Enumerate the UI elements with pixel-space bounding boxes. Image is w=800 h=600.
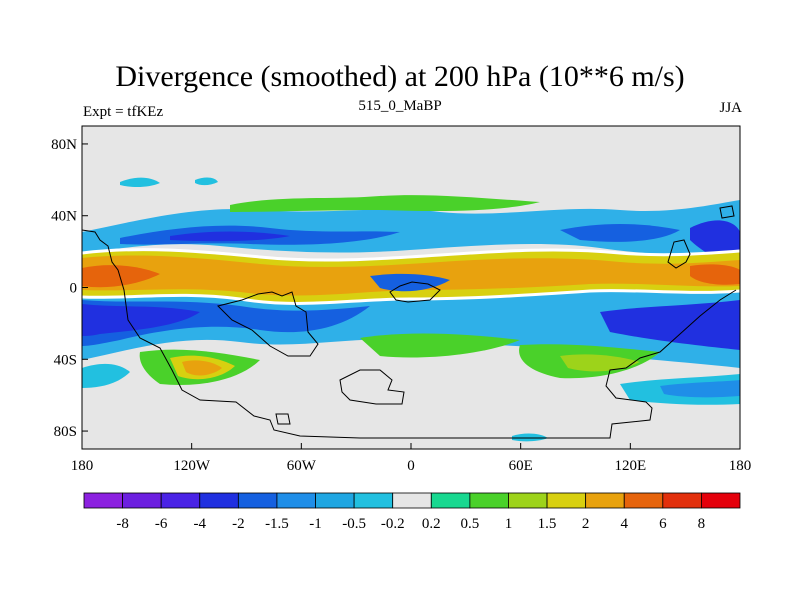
contour-gap-south xyxy=(82,289,740,305)
colorbar-swatch xyxy=(701,492,741,509)
colorbar-swatch xyxy=(199,492,239,509)
x-tick-label: 120E xyxy=(614,458,646,474)
colorbar-label: -4 xyxy=(194,516,207,532)
colorbar-swatch xyxy=(508,492,548,509)
axis-ticks: 180 120W 60W 0 60E 120E 180 80N 40N 0 40S 80S xyxy=(51,137,751,474)
colorbar-swatch xyxy=(546,492,587,509)
colorbar-label: 8 xyxy=(698,516,706,532)
contour-north-cyan-patch xyxy=(120,177,160,188)
contour-east-blue xyxy=(560,224,680,242)
land-outlines xyxy=(82,205,737,439)
x-tick-label: 180 xyxy=(71,458,94,474)
colorbar-swatch xyxy=(276,492,316,509)
x-tick-label: 180 xyxy=(729,458,752,474)
colorbar-label: 1 xyxy=(505,516,513,532)
run-label: 515_0_MaBP xyxy=(358,98,442,114)
y-tick-label: 80S xyxy=(54,424,77,440)
colorbar-swatch xyxy=(353,492,394,509)
x-tick-label: 0 xyxy=(407,458,415,474)
colorbar-label: -1 xyxy=(309,516,322,532)
colorbar-swatch xyxy=(315,492,355,509)
colorbar-swatch xyxy=(430,492,471,509)
contour-south-green-yellow xyxy=(560,354,640,372)
colorbar-label: 4 xyxy=(620,516,628,532)
colorbar-swatch xyxy=(83,492,123,509)
contour-south-blue-core xyxy=(82,304,200,336)
experiment-label: Expt = tfKEz xyxy=(83,104,164,120)
colorbar-swatch xyxy=(585,492,625,509)
colorbar-label: 2 xyxy=(582,516,590,532)
y-tick-label: 80N xyxy=(51,137,77,153)
colorbar-swatch xyxy=(469,492,509,509)
colorbar-label: -8 xyxy=(116,516,129,532)
contour-south-green-mid xyxy=(360,333,520,358)
y-tick-label: 0 xyxy=(70,281,78,297)
contour-antarctic-cyan xyxy=(512,433,548,442)
colorbar-label: 6 xyxy=(659,516,667,532)
x-tick-label: 120W xyxy=(173,458,211,474)
contour-south-orange xyxy=(182,360,222,376)
contour-north-green xyxy=(230,195,540,212)
y-tick-label: 40N xyxy=(51,209,77,225)
colorbar-label: -1.5 xyxy=(265,516,289,532)
colorbar-label: -6 xyxy=(155,516,168,532)
x-tick-label: 60W xyxy=(287,458,317,474)
colorbar-swatch xyxy=(237,492,278,509)
contour-southwest-cyan xyxy=(82,363,130,388)
contour-gap-north xyxy=(82,248,740,262)
contour-south-blue-far xyxy=(660,380,740,398)
chart-title: Divergence (smoothed) at 200 hPa (10**6 … xyxy=(115,60,685,93)
colorbar: -8 -6 -4 -2 -1.5 -1 -0.5 -0.2 0.2 0.5 1 1.5 2 4 6 8 xyxy=(83,492,741,532)
colorbar-swatch xyxy=(662,492,702,509)
colorbar-label: 0.5 xyxy=(461,516,480,532)
colorbar-label: -0.5 xyxy=(342,516,366,532)
colorbar-label: -2 xyxy=(232,516,245,532)
colorbar-swatch xyxy=(160,492,201,509)
contour-equator-red-west xyxy=(82,265,160,288)
contour-north-cyan-patch-2 xyxy=(195,177,218,186)
colorbar-label: 0.2 xyxy=(422,516,441,532)
x-tick-label: 60E xyxy=(509,458,533,474)
colorbar-label: 1.5 xyxy=(538,516,557,532)
colorbar-label: -0.2 xyxy=(381,516,405,532)
map-field xyxy=(82,126,740,449)
colorbar-swatch xyxy=(392,492,432,509)
season-label: JJA xyxy=(719,100,742,116)
colorbar-swatch xyxy=(122,492,162,509)
contour-north-blue-core xyxy=(170,231,290,242)
colorbar-swatch xyxy=(623,492,664,509)
contour-equator-red-east xyxy=(690,264,740,285)
y-tick-label: 40S xyxy=(54,352,77,368)
